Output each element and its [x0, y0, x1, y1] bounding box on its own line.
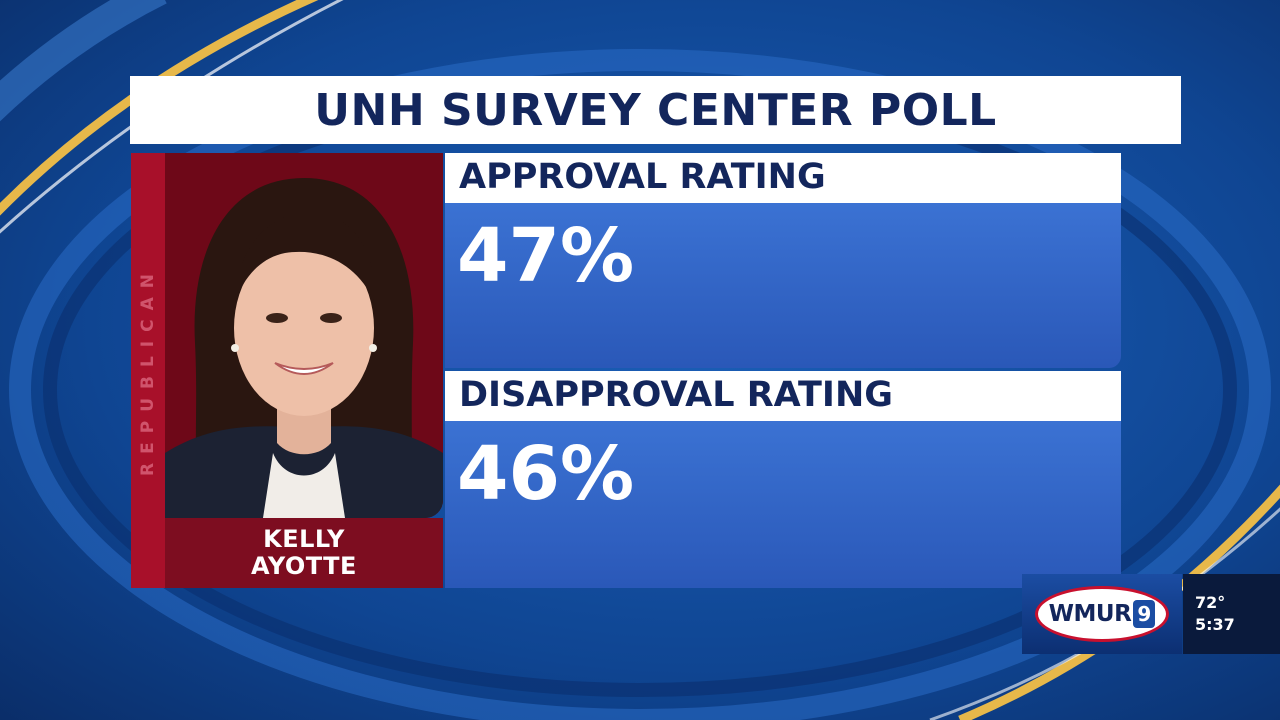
approval-label-bar: APPROVAL RATING [445, 153, 1121, 203]
party-label: REPUBLICAN [138, 265, 158, 476]
disapproval-label: DISAPPROVAL RATING [459, 375, 893, 415]
weather-time-box: 72° 5:37 [1183, 574, 1280, 654]
poll-title: UNH SURVEY CENTER POLL [314, 84, 997, 136]
station-logo: WMUR 9 [1022, 574, 1182, 654]
disapproval-value: 46% [457, 431, 635, 517]
title-bar: UNH SURVEY CENTER POLL [130, 76, 1181, 144]
disapproval-label-bar: DISAPPROVAL RATING [445, 371, 1121, 421]
approval-value-panel: 47% [445, 203, 1121, 368]
temperature: 72° [1195, 593, 1226, 612]
channel-number: 9 [1133, 600, 1156, 628]
portrait-illustration [165, 153, 443, 518]
candidate-last-name: AYOTTE [251, 552, 357, 580]
candidate-name-box: KELLY AYOTTE [165, 518, 443, 588]
station-name: WMUR [1048, 601, 1132, 627]
clock-time: 5:37 [1195, 615, 1235, 634]
candidate-first-name: KELLY [263, 525, 345, 553]
disapproval-value-panel: 46% [445, 421, 1121, 588]
approval-value: 47% [457, 213, 635, 299]
party-strip: REPUBLICAN [131, 153, 165, 588]
approval-label: APPROVAL RATING [459, 157, 826, 197]
station-logo-oval: WMUR 9 [1035, 586, 1169, 642]
candidate-photo [165, 153, 443, 518]
